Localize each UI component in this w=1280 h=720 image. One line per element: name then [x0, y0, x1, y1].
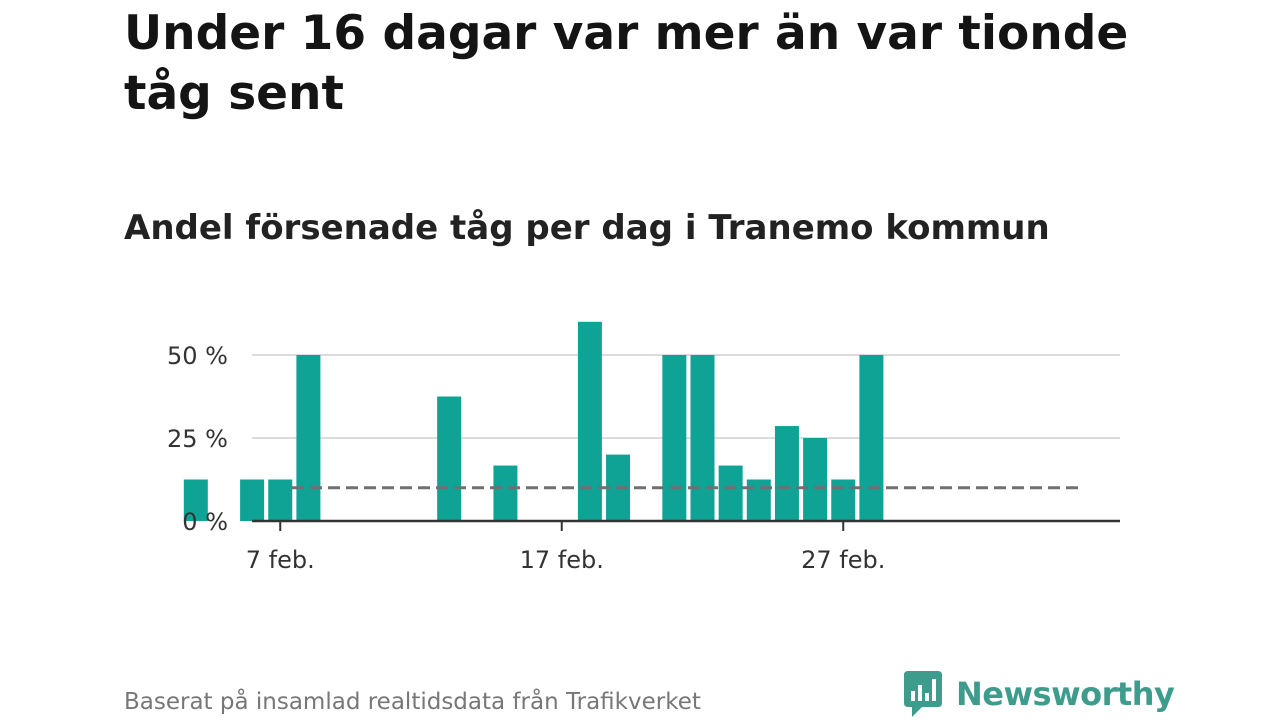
bar	[268, 479, 293, 521]
brand-name: Newsworthy	[956, 675, 1175, 713]
bar	[859, 355, 884, 521]
bar	[296, 355, 321, 521]
x-tick-label: 27 feb.	[801, 546, 885, 574]
bars	[183, 321, 884, 521]
chart-title: Under 16 dagar var mer än var tionde tåg…	[124, 6, 1129, 121]
bar	[690, 355, 715, 521]
bar	[718, 465, 743, 521]
bar	[240, 479, 265, 521]
bar	[662, 355, 687, 521]
x-tick-label: 7 feb.	[246, 546, 315, 574]
axes: 0 % 25 % 50 % 7 feb. 17 feb. 27 feb.	[167, 342, 1120, 574]
y-tick-label: 25 %	[167, 425, 228, 453]
bar	[493, 465, 518, 521]
chart-subtitle: Andel försenade tåg per dag i Tranemo ko…	[124, 208, 1050, 248]
y-tick-label: 0 %	[182, 508, 228, 536]
chart-bubble-icon	[904, 671, 942, 717]
source-note: Baserat på insamlad realtidsdata från Tr…	[124, 689, 701, 715]
bar-chart: 0 % 25 % 50 % 7 feb. 17 feb. 27 feb.	[167, 321, 1120, 574]
bar	[746, 479, 771, 521]
bar	[577, 321, 602, 521]
bar	[774, 426, 799, 521]
x-tick-label: 17 feb.	[520, 546, 604, 574]
brand-logo: Newsworthy	[902, 668, 1175, 720]
bar	[437, 396, 462, 521]
bar	[803, 438, 828, 521]
bar	[831, 479, 856, 521]
bar	[183, 479, 208, 521]
y-tick-label: 50 %	[167, 342, 228, 370]
